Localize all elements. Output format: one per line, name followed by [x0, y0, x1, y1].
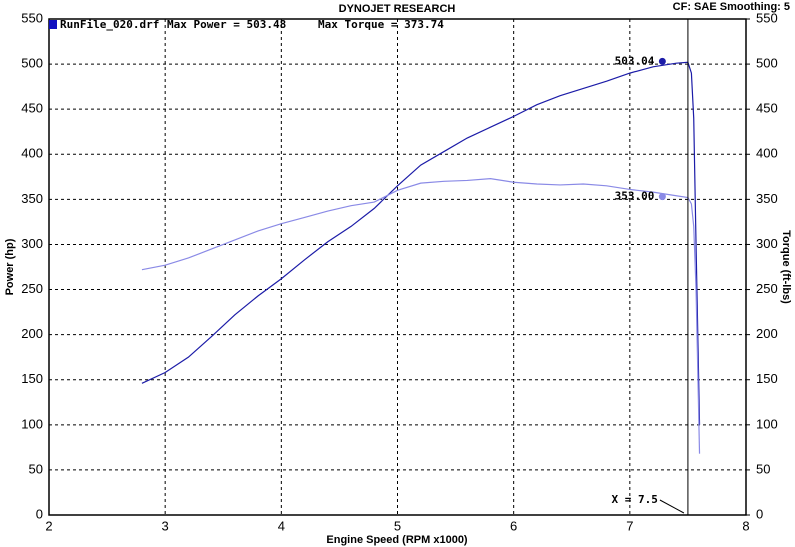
- chart-title: DYNOJET RESEARCH: [339, 3, 456, 15]
- y2-tick-label: 500: [756, 56, 778, 71]
- x-tick-label: 2: [45, 518, 52, 533]
- y-tick-label: 200: [21, 326, 43, 341]
- max-power-label: Max Power = 503.48: [167, 18, 286, 31]
- y-tick-label: 100: [21, 416, 43, 431]
- y-tick-label: 50: [29, 461, 43, 476]
- series-line: [141, 178, 701, 454]
- y-tick-label: 150: [21, 371, 43, 386]
- x-tick-label: 3: [162, 518, 169, 533]
- cursor-label: X = 7.5: [612, 493, 658, 506]
- y2-tick-label: 50: [756, 461, 770, 476]
- y2-tick-label: 300: [756, 236, 778, 251]
- x-tick-label: 5: [394, 518, 401, 533]
- cursor-pointer: [659, 499, 685, 514]
- x-axis-label: Engine Speed (RPM x1000): [326, 534, 468, 546]
- x-tick-label: 8: [742, 518, 749, 533]
- y2-tick-label: 550: [756, 10, 778, 25]
- y-tick-label: 300: [21, 236, 43, 251]
- x-tick-label: 4: [278, 518, 285, 533]
- y2-tick-label: 400: [756, 146, 778, 161]
- y2-tick-label: 100: [756, 416, 778, 431]
- y-tick-label: 450: [21, 101, 43, 116]
- y-tick-label: 550: [21, 10, 43, 25]
- y-tick-label: 400: [21, 146, 43, 161]
- y-tick-label: 0: [36, 506, 43, 521]
- x-tick-label: 7: [626, 518, 633, 533]
- y-axis-label: Power (hp): [4, 238, 16, 295]
- settings-label: CF: SAE Smoothing: 5: [673, 1, 790, 13]
- x-tick-label: 6: [510, 518, 517, 533]
- y2-tick-label: 250: [756, 281, 778, 296]
- y-tick-label: 250: [21, 281, 43, 296]
- max-torque-label: Max Torque = 373.74: [318, 18, 444, 31]
- annotation-marker: [658, 57, 666, 65]
- legend-swatch: [49, 20, 57, 29]
- annotation-label: 353.00: [615, 190, 655, 203]
- annotation-marker: [658, 193, 666, 201]
- y-tick-label: 350: [21, 191, 43, 206]
- y2-tick-label: 450: [756, 101, 778, 116]
- run-label: RunFile_020.drf: [60, 18, 159, 31]
- y-tick-label: 500: [21, 56, 43, 71]
- y2-tick-label: 200: [756, 326, 778, 341]
- y2-tick-label: 350: [756, 191, 778, 206]
- annotation-label: 503.04: [615, 54, 655, 67]
- y2-axis-label: Torque (ft-lbs): [780, 230, 792, 304]
- y2-tick-label: 0: [756, 506, 763, 521]
- y2-tick-label: 150: [756, 371, 778, 386]
- series-line: [141, 61, 701, 425]
